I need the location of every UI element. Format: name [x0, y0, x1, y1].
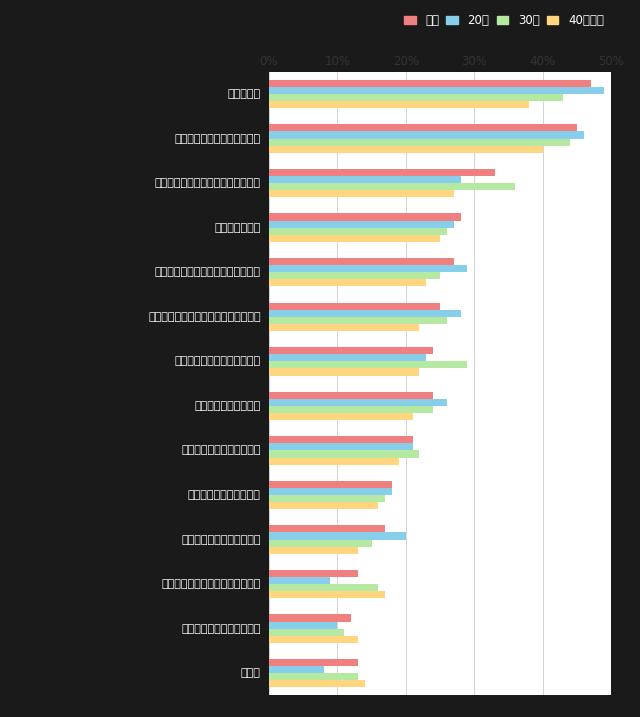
Text: 不本意な異動・転勤をした: 不本意な異動・転勤をした — [181, 624, 260, 634]
Bar — [269, 234, 440, 242]
Bar — [269, 101, 529, 108]
Text: 待遇（福利厚生等）が低い: 待遇（福利厚生等）が低い — [181, 445, 260, 455]
Bar — [269, 94, 563, 101]
Bar — [269, 622, 337, 629]
Bar — [269, 354, 426, 361]
Bar — [269, 570, 358, 577]
Bar — [269, 406, 433, 413]
Bar — [269, 495, 385, 502]
Bar — [269, 450, 419, 457]
Bar — [269, 265, 467, 272]
Bar — [269, 214, 461, 221]
Bar — [269, 659, 358, 666]
Text: 評価・人事判断に不満があり: 評価・人事判断に不満があり — [175, 356, 260, 366]
Bar — [269, 629, 344, 636]
Bar — [269, 310, 461, 317]
Text: 自分の体調が悪くなった: 自分の体調が悪くなった — [188, 490, 260, 500]
Bar — [269, 138, 570, 146]
Text: 他にやりたい仕事ができた: 他にやりたい仕事ができた — [181, 535, 260, 544]
Text: やりがい・達成感を感じない: やりがい・達成感を感じない — [175, 133, 260, 143]
Bar — [269, 280, 426, 287]
Bar — [269, 666, 324, 673]
Bar — [269, 317, 447, 324]
Bar — [269, 673, 358, 680]
Bar — [269, 258, 454, 265]
Bar — [269, 303, 440, 310]
Bar — [269, 539, 372, 546]
Bar — [269, 502, 378, 509]
Bar — [269, 488, 392, 495]
Bar — [269, 87, 604, 94]
Text: 人間関係が悪い: 人間関係が悪い — [214, 223, 260, 232]
Bar — [269, 526, 385, 533]
Bar — [269, 228, 447, 234]
Text: 自分の成長が止まった・成長感がない: 自分の成長が止まった・成長感がない — [148, 312, 260, 322]
Bar — [269, 391, 433, 399]
Bar — [269, 592, 385, 599]
Bar — [269, 480, 392, 488]
Text: 残業・休日出勤など拘束時間が長い: 残業・休日出勤など拘束時間が長い — [155, 267, 260, 277]
Bar — [269, 546, 358, 554]
Bar — [269, 443, 413, 450]
Text: 給与が低い: 給与が低い — [228, 89, 260, 99]
Bar — [269, 124, 577, 131]
Legend: 全体, 20代, 30代, 40代以上: 全体, 20代, 30代, 40代以上 — [399, 9, 609, 32]
Bar — [269, 680, 365, 688]
Bar — [269, 324, 419, 331]
Bar — [269, 183, 515, 190]
Bar — [269, 399, 447, 406]
Bar — [269, 168, 495, 176]
Bar — [269, 272, 440, 280]
Bar — [269, 636, 358, 643]
Bar — [269, 533, 406, 539]
Bar — [269, 457, 399, 465]
Text: 結婚・出産・介護など家庭の事情: 結婚・出産・介護など家庭の事情 — [161, 579, 260, 589]
Bar — [269, 190, 454, 197]
Bar — [269, 577, 330, 584]
Text: 社風や風土が合わない: 社風や風土が合わない — [195, 401, 260, 411]
Text: その他: その他 — [241, 668, 260, 678]
Bar — [269, 176, 461, 183]
Bar — [269, 221, 454, 228]
Bar — [269, 436, 413, 443]
Bar — [269, 361, 467, 369]
Bar — [269, 614, 351, 622]
Bar — [269, 146, 543, 153]
Bar — [269, 80, 591, 87]
Bar — [269, 347, 433, 354]
Bar — [269, 369, 419, 376]
Text: 業界・企業の将来性に不安を感じる: 業界・企業の将来性に不安を感じる — [155, 178, 260, 188]
Bar — [269, 131, 584, 138]
Bar — [269, 584, 378, 592]
Bar — [269, 413, 413, 420]
